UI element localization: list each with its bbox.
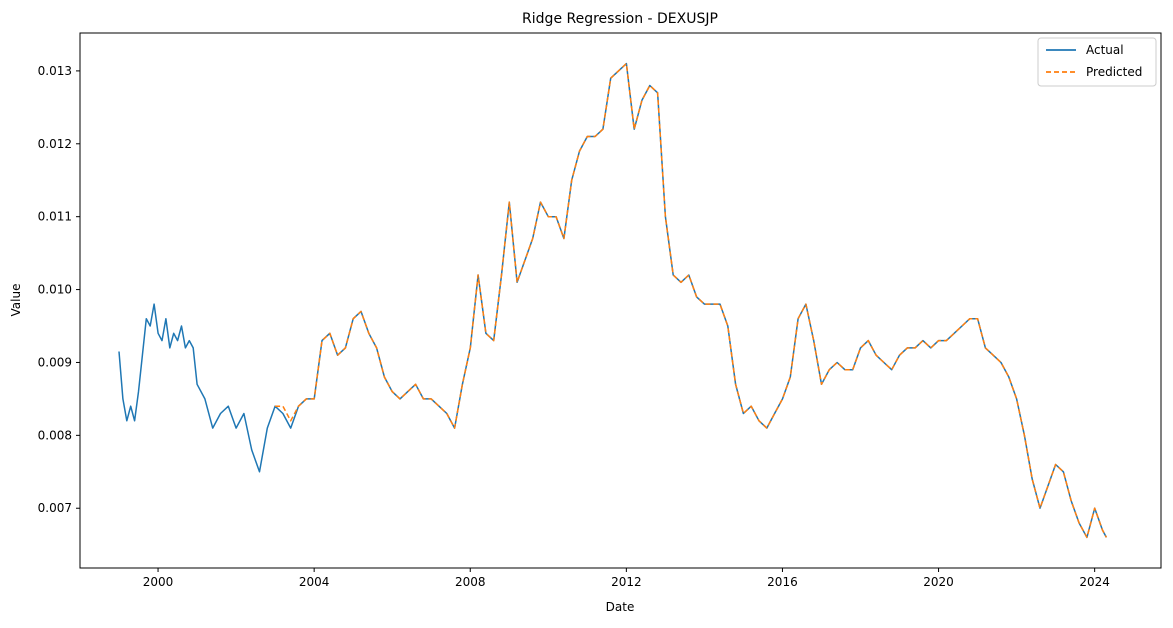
y-tick-label: 0.010 (38, 283, 72, 297)
y-tick-label: 0.012 (38, 137, 72, 151)
x-axis: 2000 2004 2008 2012 2016 2020 2024 (143, 568, 1110, 589)
series-layer (118, 62, 1108, 539)
y-tick-label: 0.011 (38, 210, 72, 224)
x-tick-label: 2024 (1079, 575, 1110, 589)
y-tick-label: 0.009 (38, 355, 72, 369)
x-tick-label: 2000 (143, 575, 174, 589)
plot-frame (79, 32, 1162, 569)
x-tick-label: 2012 (611, 575, 642, 589)
legend-label-actual: Actual (1086, 43, 1124, 57)
y-tick-label: 0.007 (38, 501, 72, 515)
y-tick-label: 0.008 (38, 428, 72, 442)
legend: Actual Predicted (1037, 37, 1157, 87)
x-axis-label: Date (606, 600, 635, 614)
chart-title: Ridge Regression - DEXUSJP (522, 11, 718, 27)
x-tick-label: 2020 (923, 575, 954, 589)
x-tick-label: 2016 (767, 575, 798, 589)
legend-label-predicted: Predicted (1086, 65, 1142, 79)
y-tick-label: 0.013 (38, 64, 72, 78)
y-axis: 0.007 0.008 0.009 0.010 0.011 0.012 0.013 (38, 64, 80, 515)
y-axis-label: Value (9, 284, 23, 317)
x-tick-label: 2008 (455, 575, 486, 589)
series-line-predicted (275, 62, 1108, 539)
x-tick-label: 2004 (299, 575, 330, 589)
